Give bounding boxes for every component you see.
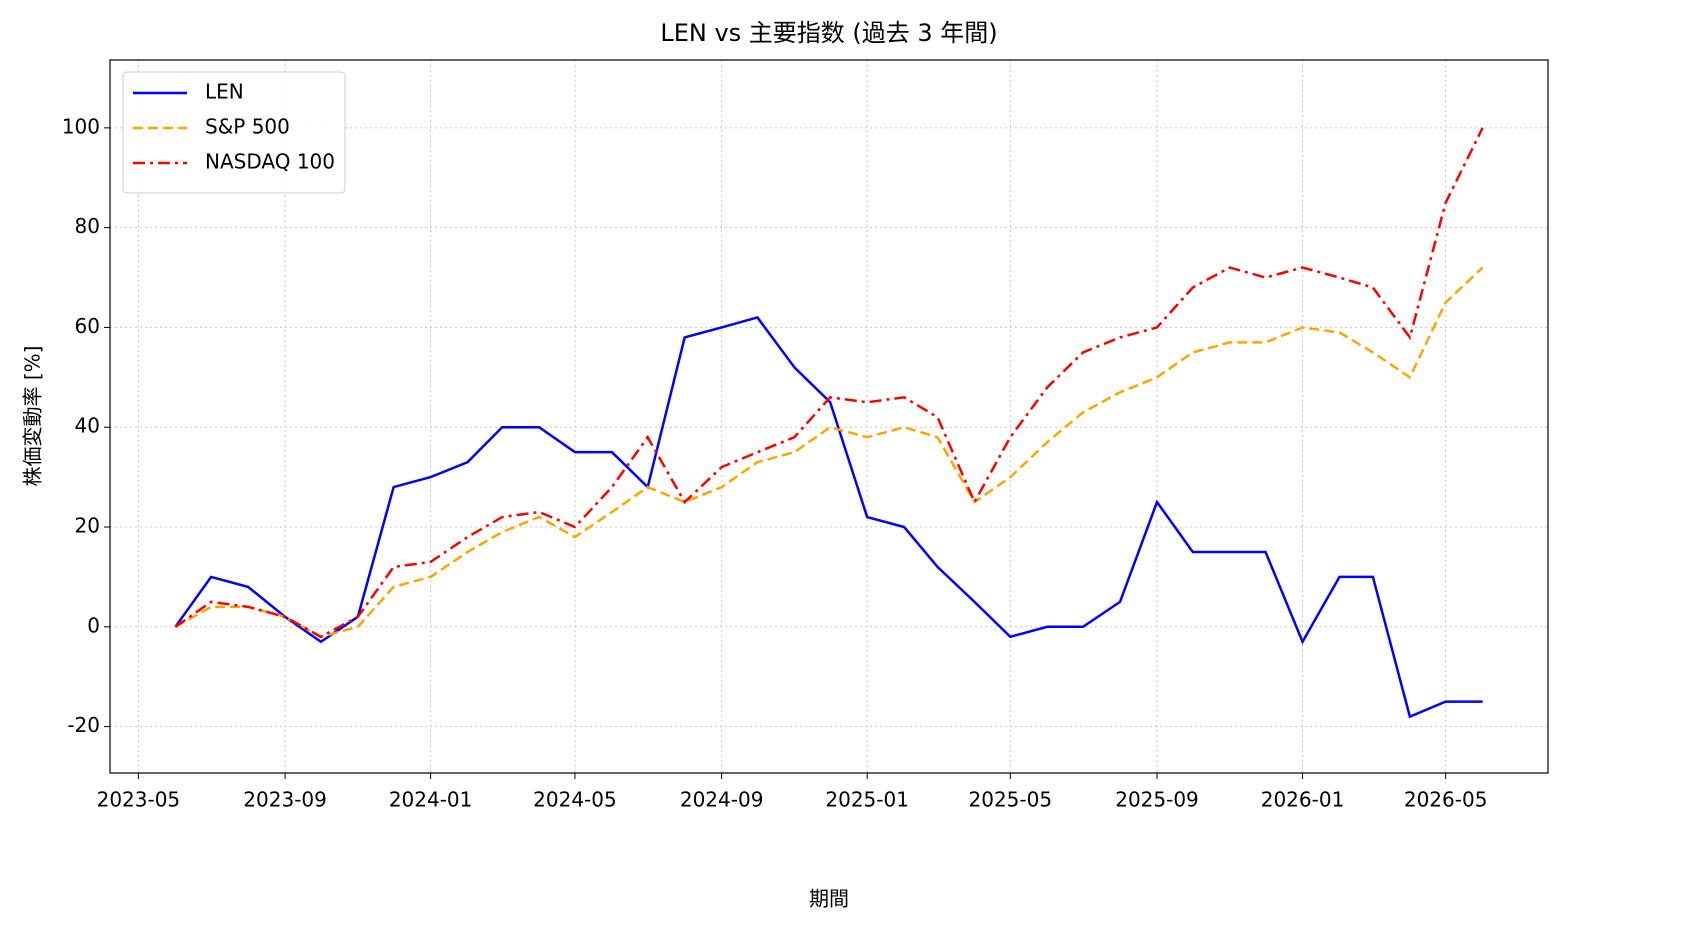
series-line [174,316,1483,719]
legend-label: S&P 500 [205,115,290,139]
series-line [174,266,1484,639]
x-tick-label: 2024-05 [533,788,617,812]
x-tick-label: 2023-09 [243,788,327,812]
chart-title: LEN vs 主要指数 (過去 3 年間) [660,19,997,47]
x-tick-label: 2024-09 [680,788,764,812]
legend-label: LEN [205,80,244,104]
x-tick-label: 2024-01 [389,788,473,812]
x-tick-label: 2025-09 [1115,788,1199,812]
x-tick-label: 2026-05 [1404,788,1488,812]
legend: LEN S&P 500 NASDAQ 100 [122,71,346,194]
y-tick-label: 80 [75,214,100,238]
legend-box [122,71,346,194]
series-line [174,127,1484,639]
legend-label: NASDAQ 100 [205,150,335,174]
x-tick-label: 2026-01 [1261,788,1345,812]
y-tick-label: 60 [75,314,100,338]
y-axis-label: 株価変動率 [%] [21,346,45,487]
y-tick-label: 40 [75,414,100,438]
y-tick-label: 100 [62,114,100,138]
plot-frame [109,59,1549,774]
x-tick-label: 2023-05 [97,788,181,812]
x-axis-label: 期間 [809,887,849,911]
x-tick-label: 2025-01 [825,788,909,812]
y-tick-label: 0 [87,613,100,637]
y-tick-label: 20 [75,514,100,538]
y-tick-label: -20 [67,713,100,737]
x-tick-label: 2025-05 [969,788,1053,812]
